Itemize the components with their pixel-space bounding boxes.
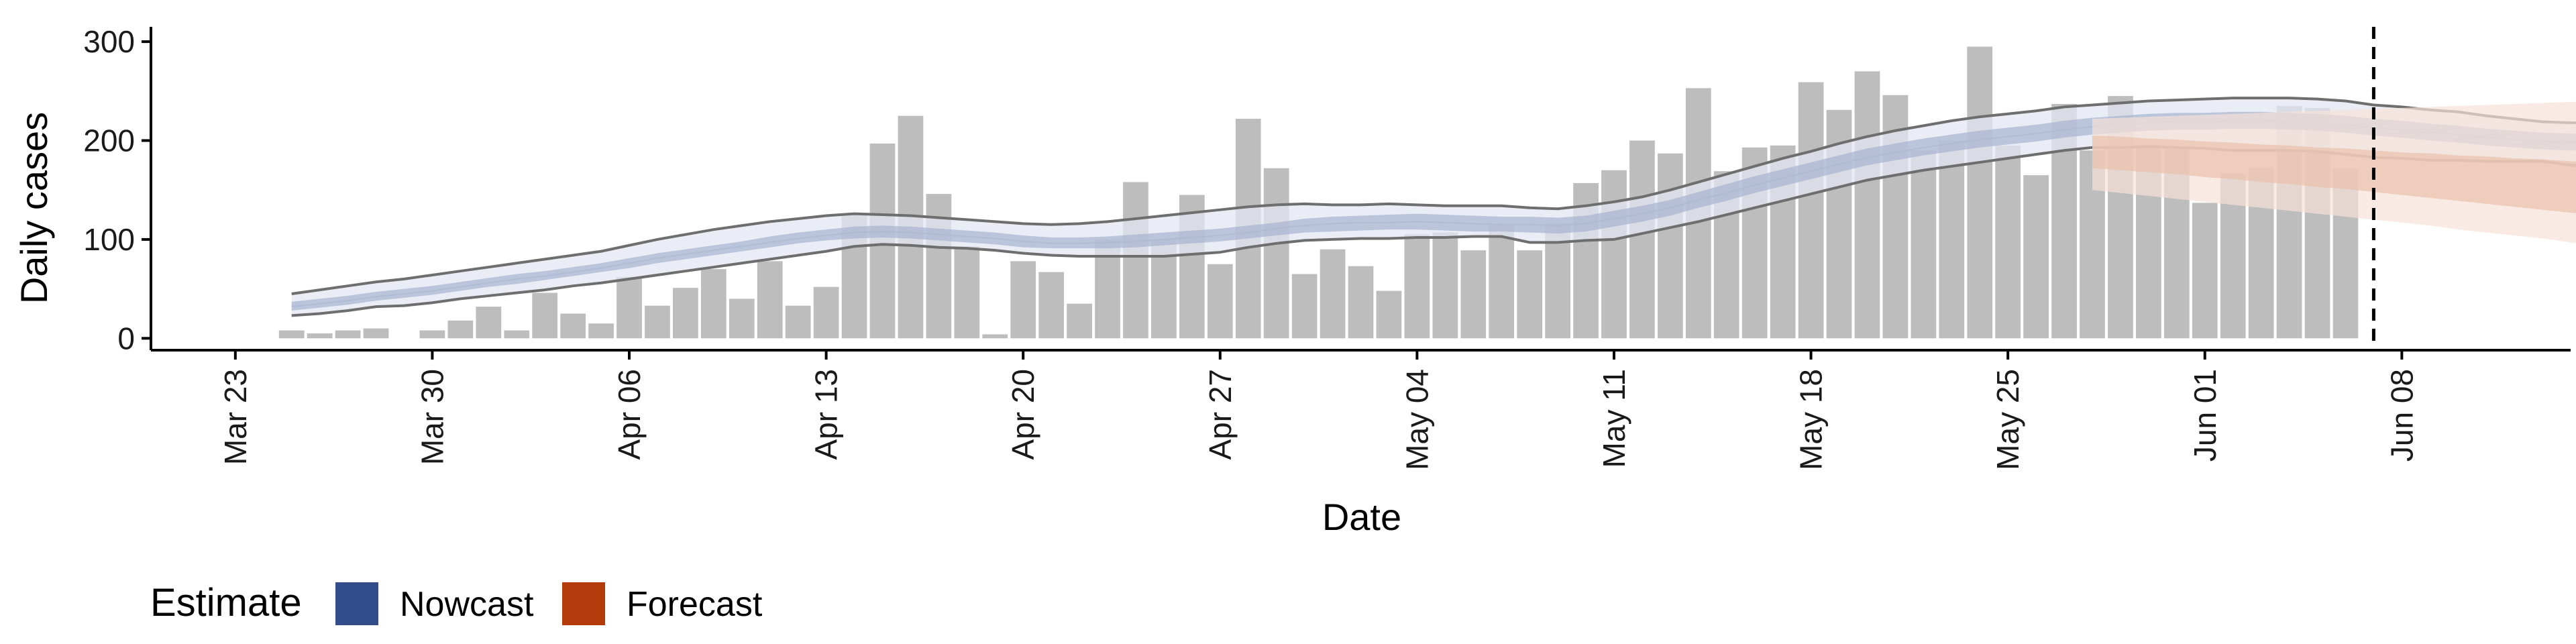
x-tick-label: Jun 08 [2384,369,2419,462]
y-axis-ticks: 0 100 200 300 [83,24,151,356]
forecast-inner-ribbon [2092,136,2576,213]
case-bar [1967,46,1993,339]
x-tick-label: May 04 [1399,369,1434,470]
legend-title: Estimate [150,581,302,625]
case-bar [1038,272,1065,339]
x-tick-label: Mar 30 [415,369,449,465]
case-bar [982,334,1008,339]
case-bar [363,328,389,339]
case-bar [1995,145,2021,339]
nowcast-outer-ribbon [291,98,2576,316]
x-axis-title: Date [1322,496,1401,538]
case-bar [1460,250,1487,339]
case-bar [335,330,361,339]
legend-swatch-forecast [562,582,605,625]
case-bar [785,305,811,339]
case-bar [616,276,642,339]
case-bar [954,246,980,339]
case-bar [2023,175,2049,339]
y-tick-label: 100 [83,222,135,257]
x-tick-label: May 18 [1794,369,1829,470]
case-bar [757,261,783,339]
case-bar [813,286,839,339]
x-tick-label: Mar 23 [218,369,253,465]
case-bar [1432,232,1458,339]
case-bar [1376,290,1402,339]
case-bar [1291,274,1318,339]
case-bar [588,323,614,339]
x-axis-ticks: Mar 23 Mar 30 Apr 06 Apr 13 Apr 20 Apr 27 May … [218,350,2419,470]
case-bar [1067,303,1092,339]
y-axis-title: Daily cases [13,112,55,304]
case-bar [476,307,502,339]
legend-label-forecast: Forecast [627,585,763,624]
case-bar [1517,250,1543,339]
case-bar [1601,170,1627,339]
y-tick-label: 0 [117,321,135,356]
case-bars [278,46,2359,339]
x-tick-label: Apr 20 [1006,369,1040,460]
case-bar [1320,249,1346,339]
case-bar [1939,140,1965,339]
case-bar [1010,261,1036,339]
x-tick-label: Jun 01 [2188,369,2222,462]
nowcast-upper-line [291,97,2576,295]
case-bar [645,305,670,339]
case-bar [307,333,333,339]
axes: 0 100 200 300 Mar 23 Mar 30 Apr 06 Apr 13 Apr 2… [83,24,2571,470]
case-bar [926,194,952,339]
case-bar [419,330,445,339]
case-bar [1348,266,1374,339]
x-tick-label: Apr 06 [612,369,647,460]
case-bar [1798,82,1824,339]
legend: Estimate Nowcast Forecast [150,581,763,625]
case-bar [1263,168,1289,339]
case-bar [673,288,698,339]
case-bar [2192,203,2218,339]
case-bar [1657,153,1683,339]
case-bar [1629,140,1655,339]
x-tick-label: May 11 [1597,369,1631,468]
case-bar [278,330,305,339]
case-bar [729,299,755,339]
case-bar [1911,150,1937,339]
forecast-layer [2092,101,2576,244]
y-tick-label: 300 [83,24,135,59]
case-bar [1123,182,1148,339]
y-tick-label: 200 [83,123,135,158]
case-bar [1854,71,1880,339]
case-bar [504,330,530,339]
case-bar [1207,264,1233,339]
case-bar [700,269,727,339]
case-bar [560,313,586,339]
case-bar [1404,234,1430,339]
legend-label-nowcast: Nowcast [400,585,534,624]
x-tick-label: Apr 13 [809,369,844,460]
legend-swatch-nowcast [335,582,378,625]
x-tick-label: Apr 27 [1203,369,1238,460]
case-bar [1489,225,1515,339]
case-bar [447,320,474,339]
case-bar [532,292,558,339]
x-tick-label: May 25 [1990,369,2025,470]
